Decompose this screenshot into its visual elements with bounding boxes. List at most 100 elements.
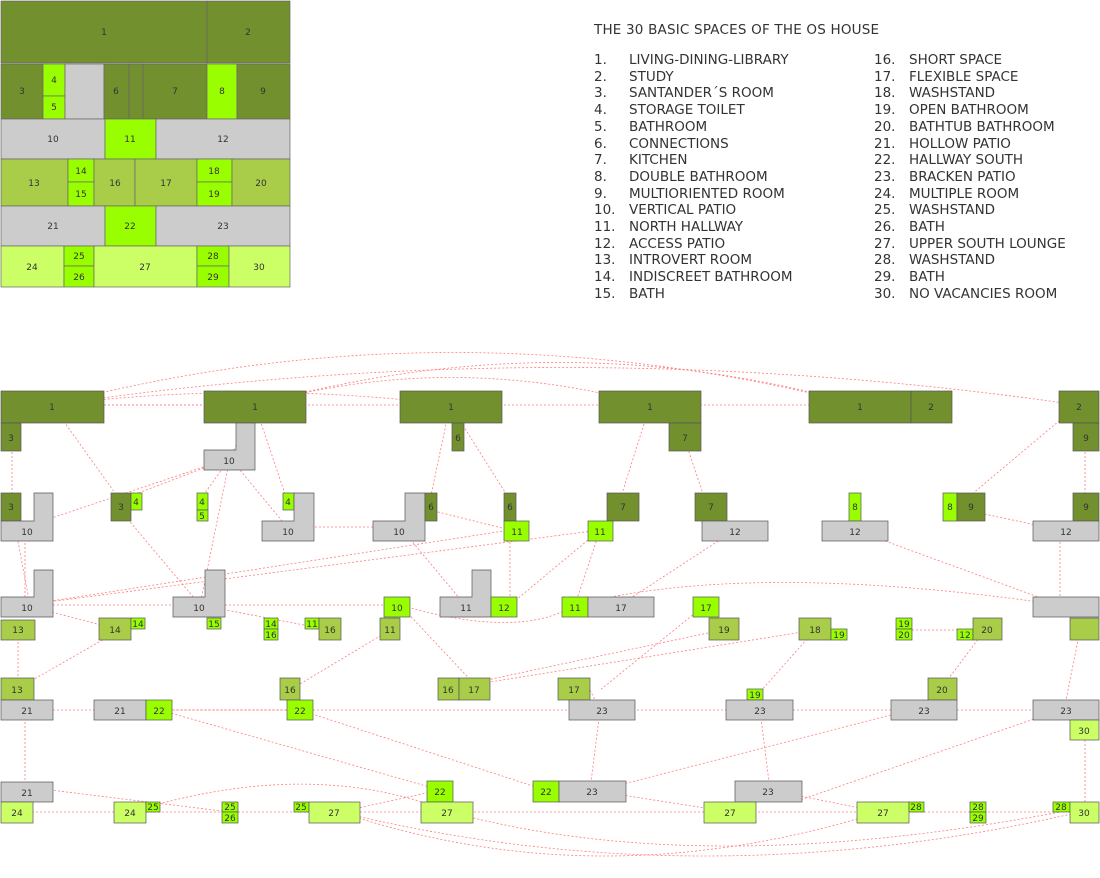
node-10	[439, 569, 492, 618]
node-label: 10	[282, 528, 294, 538]
node-11	[503, 520, 530, 542]
node-10	[0, 492, 54, 542]
plan-space-24	[0, 245, 65, 288]
node-label: 9	[1083, 434, 1089, 444]
node-23	[1032, 699, 1100, 721]
plan-space-21	[0, 205, 106, 247]
node-20	[972, 617, 1003, 641]
node-25	[145, 801, 161, 813]
legend-item: 22. HALLWAY SOUTH	[874, 152, 1023, 169]
node-14	[130, 617, 146, 630]
legend-item: 5. BATHROOM	[594, 118, 708, 135]
node-label: 10	[193, 604, 205, 614]
legend-item: 2. STUDY	[594, 68, 674, 85]
node-label: 20	[981, 626, 993, 636]
node-15	[263, 628, 279, 641]
plan-space-11	[104, 118, 157, 160]
node-1	[399, 390, 503, 424]
node-label: 12	[849, 528, 860, 538]
node-10	[261, 492, 315, 542]
node-27	[856, 801, 910, 824]
node-16	[379, 617, 401, 641]
node-27	[308, 801, 361, 824]
node-label: 23	[754, 707, 765, 717]
node-label: 26	[224, 814, 236, 824]
plan-label: 25	[73, 252, 84, 262]
legend-item: 15. BATH	[594, 285, 665, 302]
node-23	[568, 699, 636, 721]
node-5	[196, 509, 209, 522]
node-23	[890, 699, 958, 721]
node-label: 25	[224, 803, 235, 813]
node-22	[286, 699, 314, 721]
node-label: 3	[8, 434, 14, 444]
node-12	[701, 520, 769, 542]
plan-space-9	[236, 63, 291, 120]
node-label: 21	[21, 707, 32, 717]
node-label: 17	[700, 604, 711, 614]
plan-space-12	[155, 118, 291, 160]
plan-label: 16	[109, 179, 121, 189]
node-12	[1032, 596, 1100, 618]
node-label: 12	[959, 631, 970, 641]
node-4	[130, 492, 143, 511]
node-label: 8	[852, 503, 858, 513]
node-label: 23	[1060, 707, 1071, 717]
node-label: 10	[393, 528, 405, 538]
plan-label: 12	[217, 135, 228, 145]
legend-item: 13. INTROVERT ROOM	[594, 252, 753, 269]
node-label: 30	[1078, 727, 1090, 737]
legend-item: 28. WASHSTAND	[874, 252, 996, 269]
plan-label: 22	[124, 222, 135, 232]
plan-label: 8	[219, 87, 225, 97]
plan-space-23	[155, 205, 291, 247]
node-label: 20	[898, 631, 910, 641]
legend-column-right: 16. SHORT SPACE 17. FLEXIBLE SPACE 18. WASH…	[874, 52, 1066, 303]
node-label: 2	[1076, 403, 1082, 413]
node-9	[1072, 492, 1100, 522]
legend-item: 6. CONNECTIONS	[594, 135, 729, 152]
node-17	[458, 677, 491, 701]
node-label: 11	[511, 528, 522, 538]
connection-lines	[11, 352, 1086, 857]
node-label: 16	[442, 686, 454, 696]
node-label: 11	[306, 620, 317, 630]
plan-label: 28	[207, 252, 219, 262]
node-label: 1	[448, 403, 454, 413]
legend-item: 7. KITCHEN	[594, 152, 688, 169]
node-label: 12	[498, 604, 509, 614]
node-label: 19	[898, 620, 910, 630]
legend-item: 30. NO VACANCIES ROOM	[874, 285, 1058, 302]
node-3	[0, 422, 22, 452]
node-11	[692, 596, 720, 618]
node-label: 10	[21, 604, 33, 614]
plan-label: 6	[113, 87, 119, 97]
legend-item: 11. NORTH HALLWAY	[594, 219, 744, 236]
legend-item: 27. UPPER SOUTH LOUNGE	[874, 235, 1066, 252]
node-19	[830, 628, 848, 641]
legend-item: 21. HOLLOW PATIO	[874, 135, 1011, 152]
node-label: 23	[762, 788, 773, 798]
legend-item: 23. BRACKEN PATIO	[874, 168, 1016, 185]
legend-item: 29. BATH	[874, 269, 945, 286]
node-label: 11	[569, 604, 580, 614]
plan-label: 5	[51, 103, 57, 113]
plan-space-22	[104, 205, 157, 247]
node-label: 17	[568, 686, 579, 696]
node-label: 24	[124, 809, 136, 819]
node-label: 16	[324, 626, 336, 636]
node-label: 23	[918, 707, 929, 717]
plan-label: 2	[245, 28, 251, 38]
node-12	[821, 520, 889, 542]
node-label: 28	[1055, 803, 1067, 813]
node-20	[1069, 617, 1100, 641]
node-label: 1	[857, 403, 863, 413]
legend-item: 14. INDISCREET BATHROOM	[594, 269, 793, 286]
plan-space-10-upper	[64, 63, 105, 120]
legend-item: 26. BATH	[874, 219, 945, 236]
plan-space-7	[142, 63, 208, 120]
node-label: 12	[729, 528, 740, 538]
node-label: 15	[208, 620, 219, 630]
plan-label: 3	[19, 87, 25, 97]
